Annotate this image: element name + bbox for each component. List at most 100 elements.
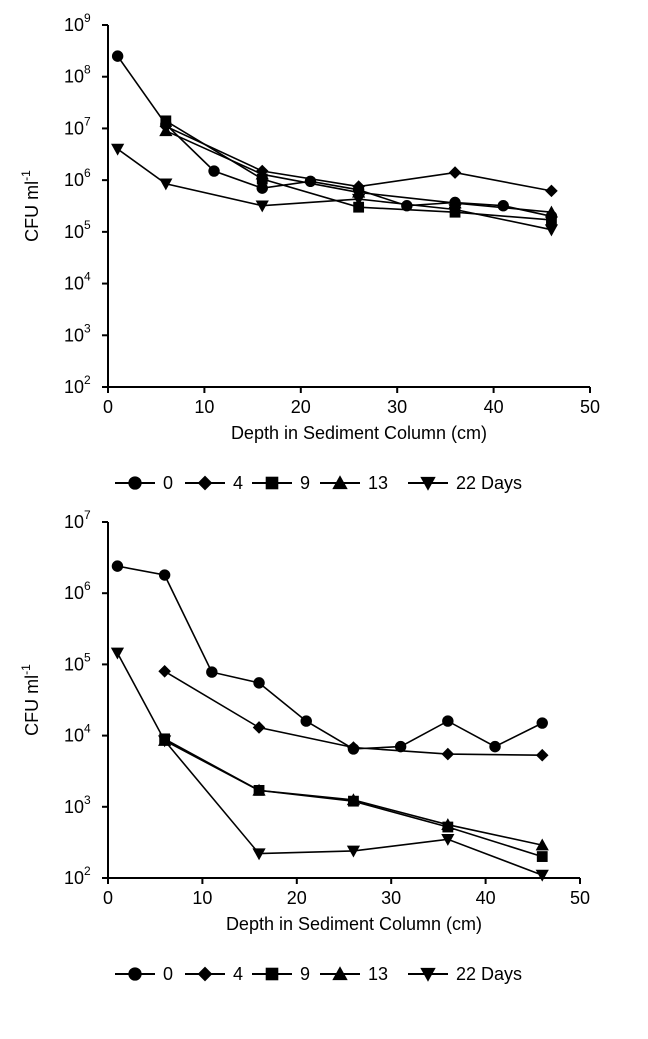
data-point (300, 715, 312, 727)
y-tick-label: 103 (64, 321, 91, 345)
x-tick-label: 30 (387, 397, 407, 417)
data-point (394, 740, 407, 753)
y-tick-label: 105 (64, 218, 91, 242)
y-tick-exponent: 3 (84, 321, 91, 335)
series-2 (160, 115, 557, 226)
legend-label: 0 (163, 964, 173, 984)
x-tick-label: 30 (381, 888, 401, 908)
legend-label: 22 Days (456, 473, 522, 493)
data-point (111, 50, 124, 62)
y-tick-label: 107 (64, 508, 91, 532)
data-point (255, 167, 269, 180)
y-tick-exponent: 7 (84, 508, 91, 522)
legend-item: 0 (115, 473, 173, 493)
data-point (158, 735, 172, 748)
legend-item: 4 (185, 964, 243, 984)
series-line (116, 652, 543, 876)
series-line (164, 739, 543, 846)
y-tick-label: 106 (64, 579, 91, 603)
data-point (159, 124, 173, 137)
legend-label: 0 (163, 473, 173, 493)
y-tick-exponent: 7 (84, 114, 91, 128)
legend-marker (197, 966, 213, 982)
y-tick-label: 107 (64, 114, 91, 138)
y-tick-label: 108 (64, 63, 91, 87)
legend-item: 0 (115, 964, 173, 984)
x-tick-label: 20 (287, 888, 307, 908)
data-point (353, 201, 365, 213)
y-axis-title-main: CFU ml (22, 181, 42, 242)
data-point (401, 200, 413, 212)
x-tick-label: 50 (570, 888, 590, 908)
y-axis-title-superscript: -1 (19, 664, 33, 675)
x-tick-label: 50 (580, 397, 600, 417)
x-tick-label: 40 (476, 888, 496, 908)
y-tick-exponent: 3 (84, 793, 91, 807)
data-point (347, 741, 360, 754)
series-1 (158, 665, 549, 762)
y-tick-exponent: 4 (84, 270, 91, 284)
legend-item: 22 Days (408, 473, 522, 493)
legend-marker (420, 967, 436, 982)
x-tick-label: 0 (103, 888, 113, 908)
legend-label: 22 Days (456, 964, 522, 984)
data-point (111, 143, 125, 156)
data-point (158, 569, 171, 581)
legend-item: 13 (320, 964, 388, 984)
data-point (252, 783, 266, 796)
data-point (535, 869, 549, 882)
y-tick-label: 106 (64, 166, 91, 190)
legend-label: 13 (368, 964, 388, 984)
y-tick-exponent: 2 (84, 864, 91, 878)
data-point (544, 205, 559, 218)
data-point (536, 717, 548, 729)
legend-label: 9 (300, 964, 310, 984)
y-axis-title: CFU ml-1 (19, 170, 42, 242)
data-point (208, 165, 220, 177)
data-point (159, 178, 173, 191)
data-point (346, 793, 361, 806)
y-tick-label: 102 (64, 373, 91, 397)
data-point (158, 665, 171, 678)
data-point (111, 560, 124, 572)
data-point (536, 851, 548, 862)
y-axis-title-superscript: -1 (19, 170, 33, 181)
data-point (160, 115, 172, 127)
data-point (255, 200, 269, 213)
data-point (252, 848, 266, 861)
legend-label: 9 (300, 473, 310, 493)
y-tick-exponent: 5 (84, 650, 91, 664)
x-axis-title: Depth in Sediment Column (cm) (231, 423, 487, 443)
data-point (304, 175, 317, 187)
legend-item: 9 (252, 473, 310, 493)
legend-item: 4 (185, 473, 243, 493)
series-4 (110, 647, 549, 882)
legend-item: 22 Days (408, 964, 522, 984)
y-tick-label: 103 (64, 793, 91, 817)
data-point (441, 818, 455, 831)
series-line (117, 148, 552, 231)
legend-marker (332, 475, 348, 490)
series-line (117, 565, 543, 750)
y-tick-exponent: 6 (84, 166, 91, 180)
legend-label: 4 (233, 473, 243, 493)
data-point (448, 204, 462, 217)
x-tick-label: 40 (484, 397, 504, 417)
data-point (535, 748, 549, 762)
data-point (497, 200, 509, 212)
legend-label: 13 (368, 473, 388, 493)
series-4 (111, 143, 559, 237)
data-point (545, 184, 558, 198)
x-axis-title: Depth in Sediment Column (cm) (226, 914, 482, 934)
y-tick-label: 102 (64, 864, 91, 888)
y-tick-exponent: 2 (84, 373, 91, 387)
y-axis-title: CFU ml-1 (19, 664, 42, 736)
data-point (441, 833, 455, 846)
y-tick-exponent: 8 (84, 63, 91, 77)
data-point (253, 677, 265, 689)
data-point (252, 721, 266, 734)
legend-marker (265, 476, 279, 490)
legend-marker (332, 966, 348, 981)
